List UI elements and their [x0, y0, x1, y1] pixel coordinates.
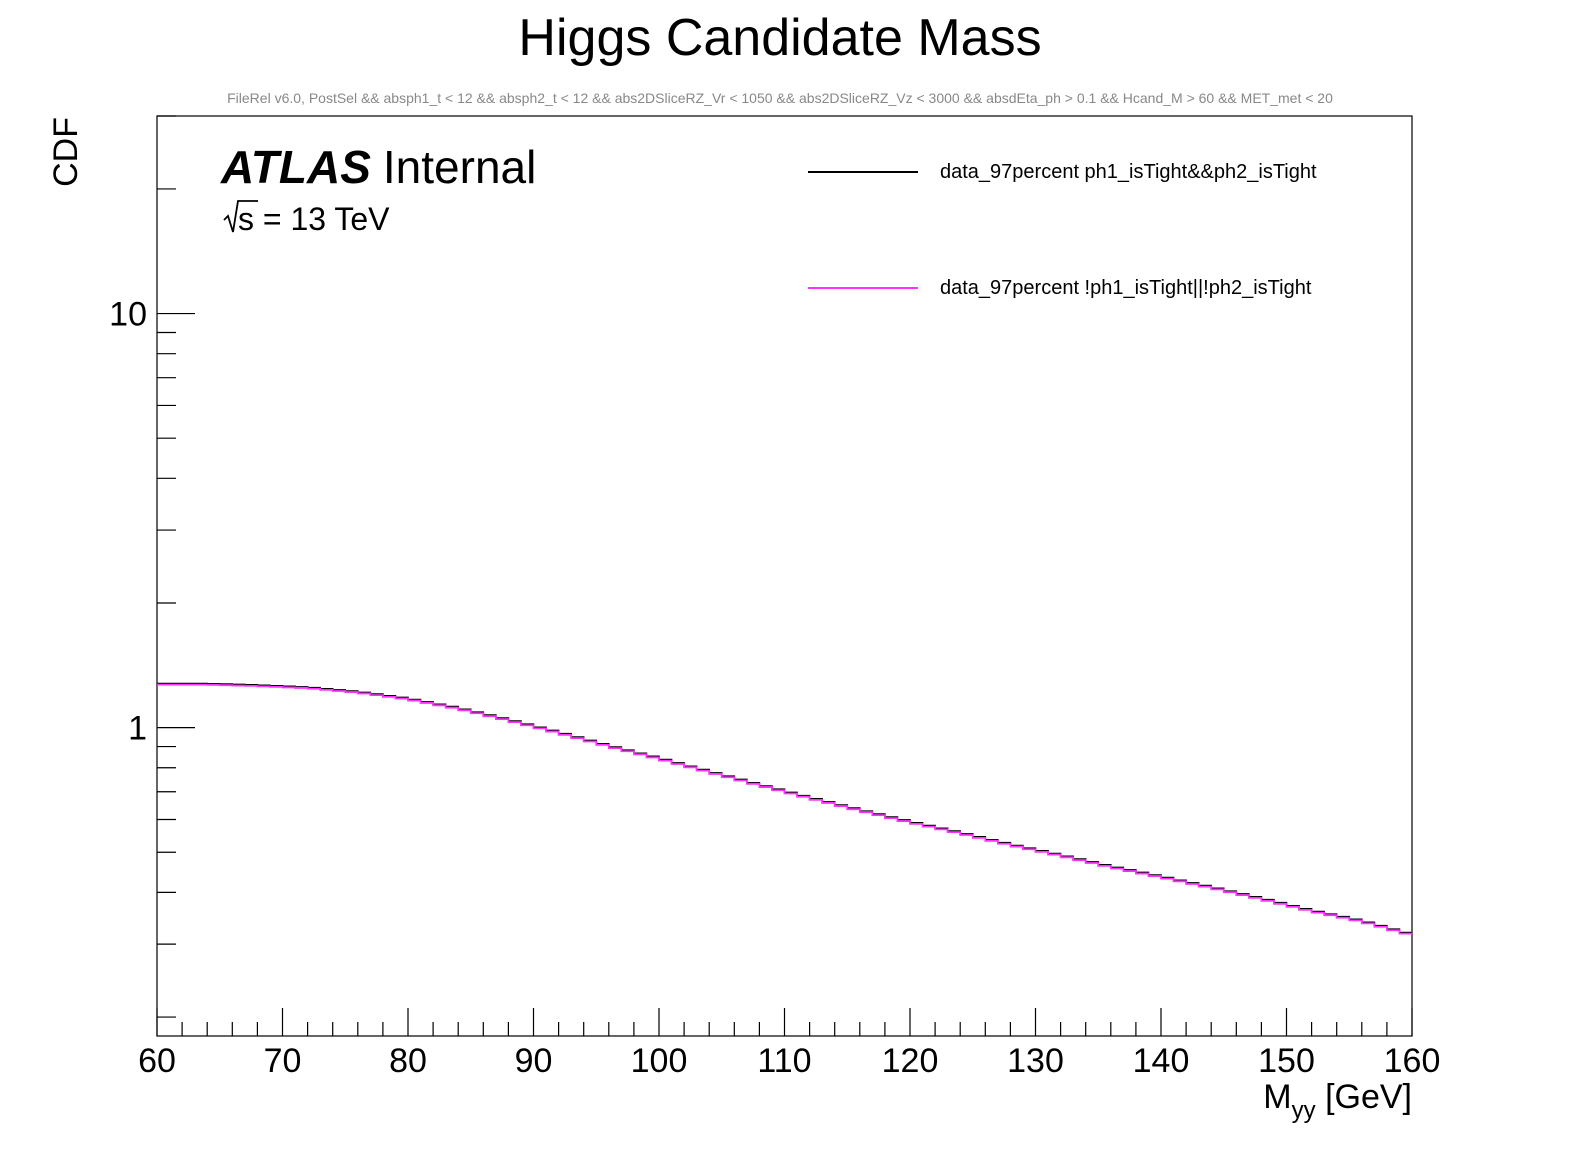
x-tick-label: 100 — [631, 1042, 688, 1080]
sqrt-symbol — [223, 200, 258, 233]
y-tick-label: 10 — [109, 296, 147, 334]
y-tick-label: 1 — [128, 710, 147, 748]
axis-ticks — [156, 115, 1413, 1036]
x-tick-label: 60 — [138, 1042, 176, 1080]
atlas-label-status: Internal — [383, 141, 536, 193]
chart-title: Higgs Candidate Mass — [518, 9, 1041, 67]
x-tick-label: 150 — [1258, 1042, 1315, 1080]
svg-text:Myy [GeV]: Myy [GeV] — [1263, 1078, 1412, 1124]
x-axis-label-subscript: yy — [1292, 1097, 1316, 1124]
atlas-label: ATLAS Internal — [220, 141, 536, 193]
chart-subtitle: FileRel v6.0, PostSel && absph1_t < 12 &… — [227, 90, 1333, 106]
x-tick-label: 90 — [515, 1042, 553, 1080]
x-tick-label: 140 — [1133, 1042, 1190, 1080]
svg-text:s = 13 TeV: s = 13 TeV — [238, 201, 390, 237]
x-tick-label: 120 — [882, 1042, 939, 1080]
energy-label: s = 13 TeV — [223, 200, 390, 237]
x-axis-label-unit: [GeV] — [1316, 1078, 1412, 1116]
x-axis-label: Myy [GeV] — [1263, 1078, 1412, 1124]
legend-entry-1: data_97percent ph1_isTight&&ph2_isTight — [940, 161, 1317, 183]
x-tick-label: 70 — [264, 1042, 302, 1080]
x-tick-label: 130 — [1007, 1042, 1064, 1080]
plot-frame — [156, 115, 1413, 1037]
series-layer — [157, 682, 1412, 935]
x-axis-label-main: M — [1263, 1078, 1291, 1116]
energy-label-symbol: s — [238, 201, 254, 237]
series-line-2 — [157, 683, 1412, 935]
legend-entry-2: data_97percent !ph1_isTight||!ph2_isTigh… — [940, 277, 1312, 299]
energy-label-value: = 13 TeV — [254, 201, 390, 237]
x-tick-label: 80 — [389, 1042, 427, 1080]
y-axis-label: CDF — [47, 117, 85, 187]
legend: data_97percent ph1_isTight&&ph2_isTight … — [808, 161, 1317, 299]
x-tick-label: 110 — [757, 1042, 811, 1080]
atlas-label-experiment: ATLAS — [220, 141, 371, 193]
x-tick-label: 160 — [1384, 1042, 1441, 1080]
